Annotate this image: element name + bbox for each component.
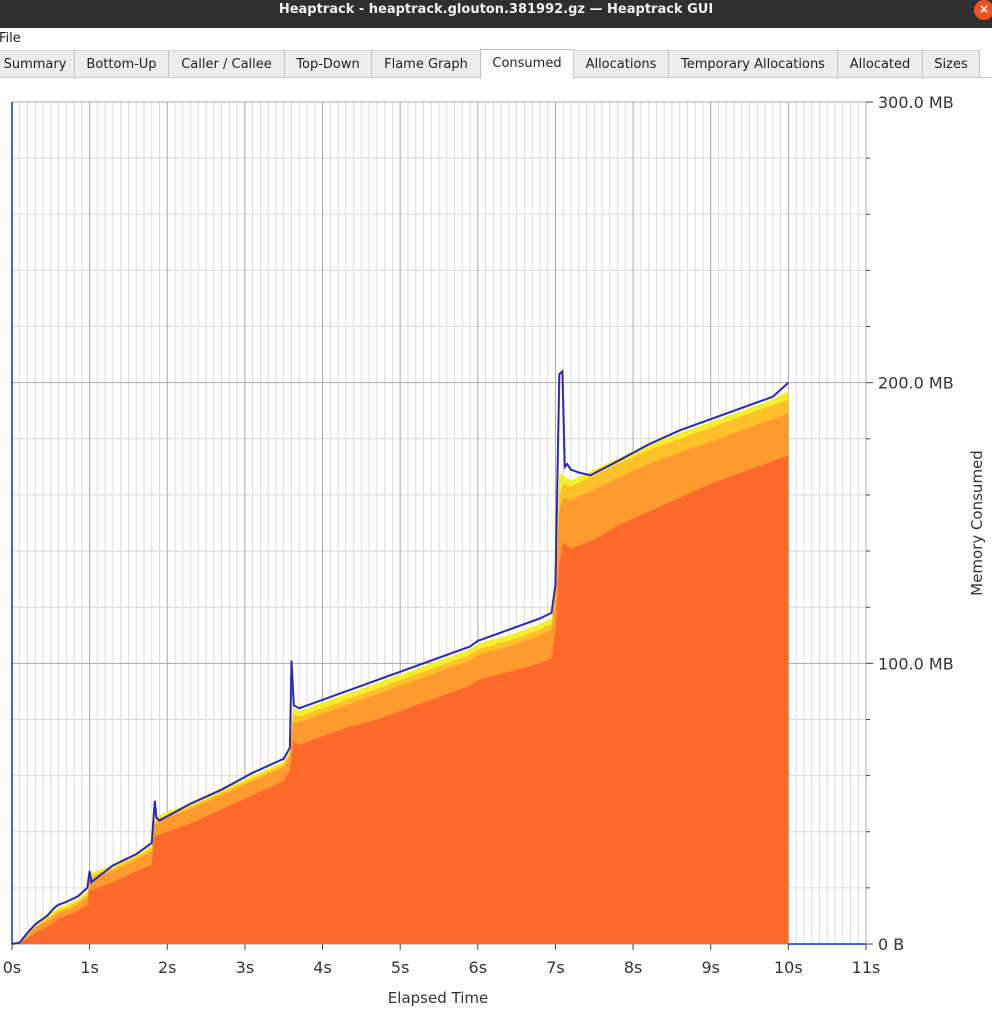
- menu-file[interactable]: File: [0, 31, 21, 46]
- x-tick-label: 7s: [546, 958, 565, 977]
- consumed-chart[interactable]: 0s 1s 2s 3s 4s 5s 6s 7s 8s 9s 10s 11s 0 B 100.0 MB 20…: [0, 78, 992, 1018]
- tab-bottom-up[interactable]: Bottom-Up: [74, 50, 169, 77]
- window-titlebar: Heaptrack - heaptrack.glouton.381992.gz …: [0, 0, 992, 28]
- consumed-chart-panel[interactable]: 0s 1s 2s 3s 4s 5s 6s 7s 8s 9s 10s 11s 0 B 100.0 MB 20…: [0, 78, 992, 1018]
- x-tick-label: 10s: [774, 958, 803, 977]
- y-tick-label: 200.0 MB: [878, 374, 954, 393]
- tab-flame-graph[interactable]: Flame Graph: [371, 50, 481, 77]
- tab-summary[interactable]: Summary: [0, 50, 75, 77]
- tab-temporary-allocations[interactable]: Temporary Allocations: [668, 50, 838, 77]
- x-axis-label: Elapsed Time: [388, 989, 488, 1007]
- y-axis-label: Memory Consumed: [968, 450, 986, 596]
- tab-allocated[interactable]: Allocated: [837, 50, 923, 77]
- tab-caller-callee[interactable]: Caller / Callee: [168, 50, 285, 77]
- y-tick-label: 300.0 MB: [878, 93, 954, 112]
- x-tick-label: 4s: [313, 958, 332, 977]
- y-tick-label: 0 B: [878, 935, 904, 954]
- x-tick-label: 2s: [158, 958, 177, 977]
- chart-axes: [11, 101, 873, 950]
- close-window-button[interactable]: ×: [974, 0, 992, 20]
- tab-top-down[interactable]: Top-Down: [284, 50, 372, 77]
- x-tick-label: 0s: [3, 958, 22, 977]
- x-tick-label: 11s: [852, 958, 881, 977]
- tab-bar: Summary Bottom-Up Caller / Callee Top-Do…: [0, 49, 992, 78]
- x-tick-label: 6s: [469, 958, 488, 977]
- x-tick-label: 3s: [236, 958, 255, 977]
- y-tick-labels: 0 B 100.0 MB 200.0 MB 300.0 MB: [878, 93, 954, 954]
- tab-allocations[interactable]: Allocations: [573, 50, 669, 77]
- tab-sizes[interactable]: Sizes: [922, 50, 980, 77]
- menu-bar: File: [0, 28, 992, 51]
- x-tick-labels: 0s 1s 2s 3s 4s 5s 6s 7s 8s 9s 10s 11s: [3, 958, 881, 977]
- x-tick-label: 8s: [624, 958, 643, 977]
- x-tick-label: 5s: [391, 958, 410, 977]
- chart-areas: [11, 102, 866, 946]
- total-line: [11, 369, 789, 945]
- tab-consumed[interactable]: Consumed: [480, 49, 574, 78]
- x-tick-label: 1s: [80, 958, 99, 977]
- area-base: [12, 455, 789, 944]
- y-tick-label: 100.0 MB: [878, 654, 954, 673]
- x-tick-label: 9s: [701, 958, 720, 977]
- window-title: Heaptrack - heaptrack.glouton.381992.gz …: [278, 2, 714, 17]
